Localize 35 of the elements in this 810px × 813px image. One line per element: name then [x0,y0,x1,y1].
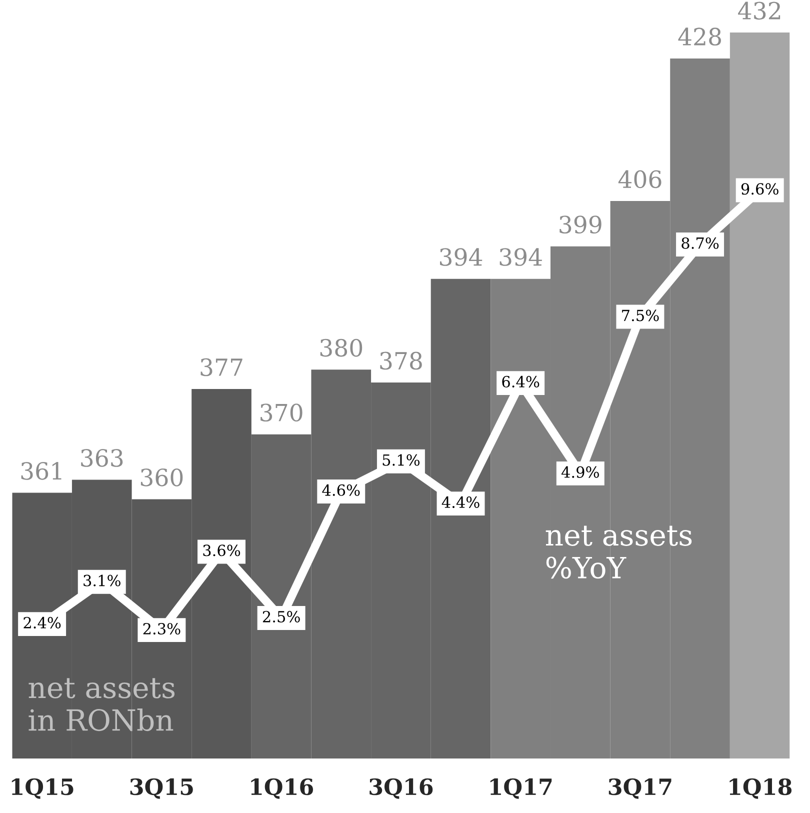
data-label: 378 [380,352,422,370]
data-label: 8.7% [682,237,719,249]
data-label: 4.4% [442,496,480,508]
data-label: 363 [81,449,123,467]
x-tick-label: 1Q15 [12,778,74,799]
data-label: 4.9% [561,466,599,478]
data-label: 406 [618,170,662,188]
data-label: 5.1% [382,454,420,466]
data-label: 4.6% [322,484,360,496]
data-label: 9.6% [741,183,778,195]
data-label: 394 [500,248,542,266]
data-label: 377 [200,358,242,376]
data-label: 370 [260,404,302,422]
data-label: 399 [560,216,602,234]
data-label: 361 [21,462,62,480]
data-label: 6.4% [502,376,540,388]
data-label: 360 [140,468,183,486]
x-tick-label: 3Q16 [370,778,433,799]
data-label: 394 [440,248,482,266]
x-tick-label: 3Q15 [130,778,193,799]
series-label: net assets in RONbn [28,678,175,732]
x-tick-label: 1Q16 [251,778,313,799]
data-label: 7.5% [622,310,659,322]
data-label: 3.6% [203,544,240,556]
data-label: 432 [738,2,780,20]
text: net assets %YoY [546,526,692,579]
data-label: 2.4% [24,616,61,628]
data-label: 2.3% [143,622,180,635]
x-tick-label: 1Q17 [490,778,552,799]
data-label: 3.1% [84,574,120,586]
data-label: 428 [678,28,721,46]
x-tick-label: 3Q17 [608,778,672,799]
x-tick-label: 1Q18 [730,778,792,799]
data-label: 380 [320,338,362,357]
data-label: 2.5% [262,610,300,622]
